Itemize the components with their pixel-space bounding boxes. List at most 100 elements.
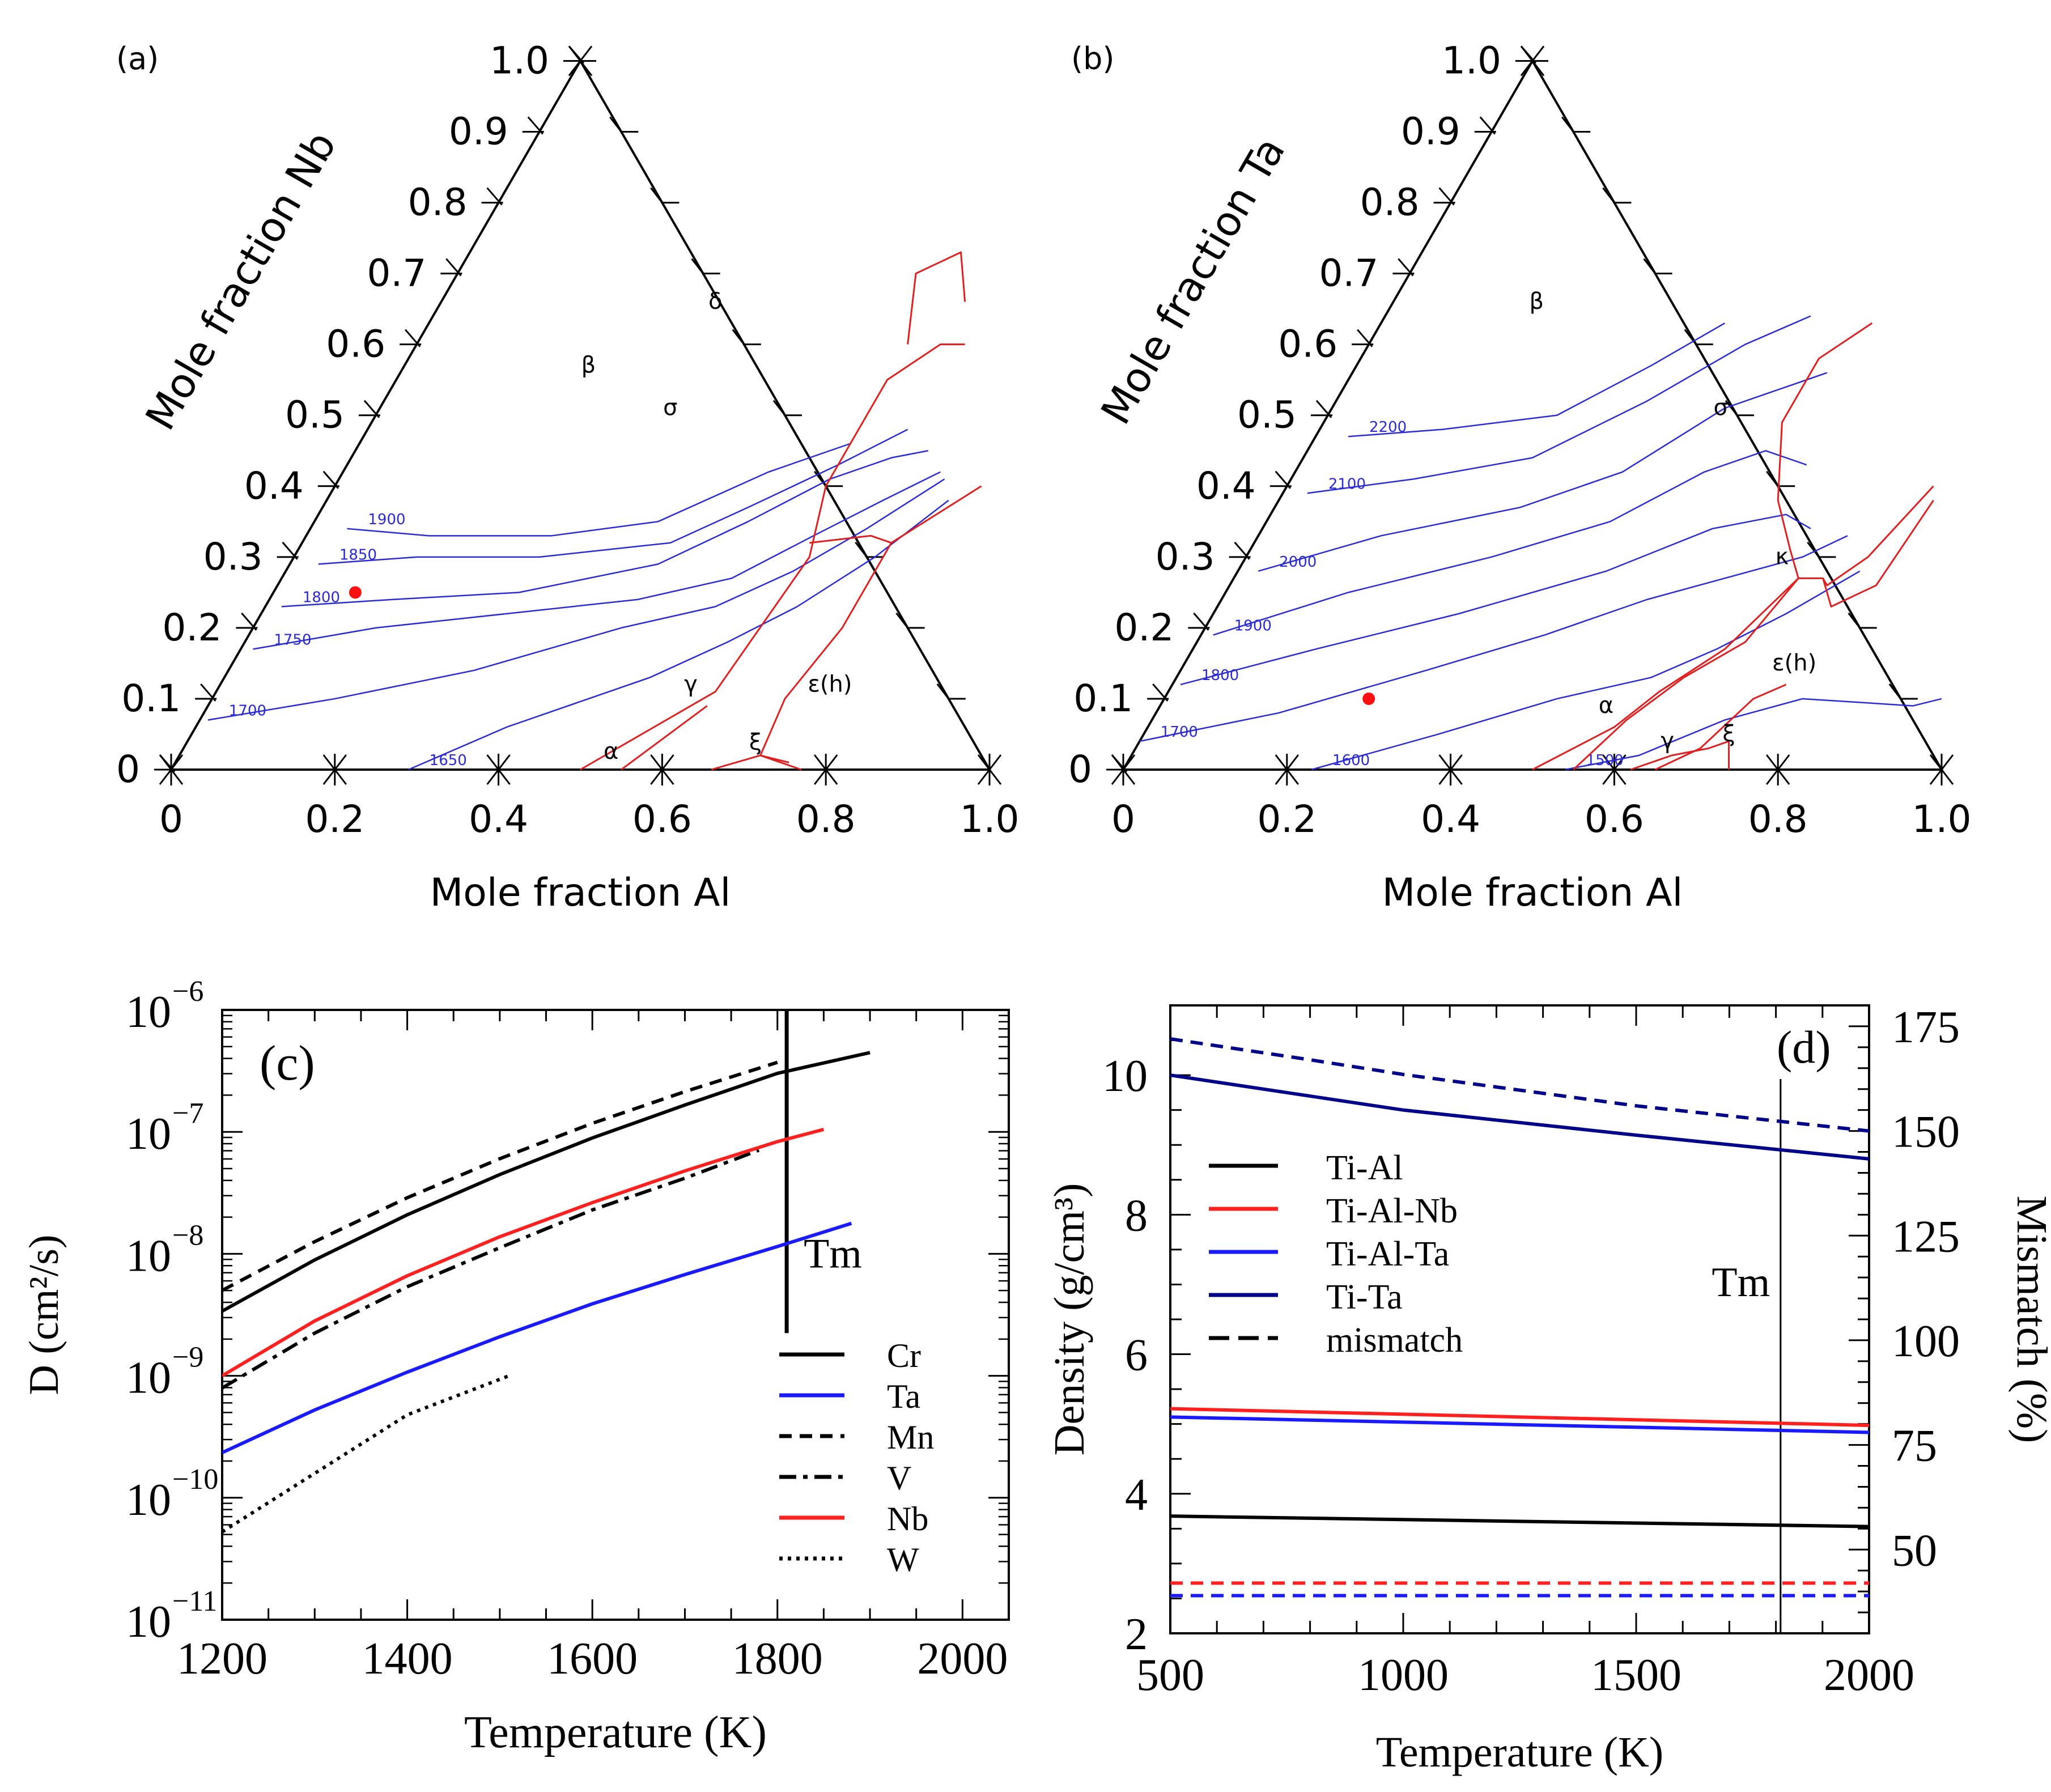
y-tick-label: 0.1 bbox=[1073, 677, 1133, 720]
isotherm-label: 1650 bbox=[430, 752, 467, 769]
y-tick bbox=[1357, 329, 1373, 347]
y-tick-label: 1.0 bbox=[1442, 39, 1501, 82]
right-tick bbox=[1848, 612, 1861, 629]
x-tick-label: 1200 bbox=[177, 1634, 267, 1684]
y-tick-label: 0.8 bbox=[1360, 181, 1420, 224]
series-line-Ti-Al-Ta bbox=[1170, 1415, 1870, 1434]
y-tick-label-exp: −10 bbox=[172, 1463, 218, 1496]
y-tick bbox=[405, 329, 421, 347]
x-axis-label: Temperature (K) bbox=[1376, 1729, 1663, 1776]
y-tick bbox=[363, 400, 380, 418]
legend-label: Ti-Al-Nb bbox=[1326, 1192, 1458, 1230]
series-line-Nb bbox=[222, 1127, 825, 1378]
y-tick-label: 0.7 bbox=[367, 252, 426, 295]
top-tick bbox=[1520, 45, 1545, 77]
series-line-Cr bbox=[222, 1051, 870, 1313]
panel-label: (a) bbox=[116, 41, 159, 77]
y-tick bbox=[1152, 683, 1169, 702]
right-tick bbox=[855, 541, 868, 558]
y-tick-label-base: 10 bbox=[126, 1475, 171, 1525]
x-tick-label: 0.4 bbox=[1421, 797, 1480, 841]
panel-label: (b) bbox=[1071, 41, 1114, 77]
right-tick bbox=[609, 116, 622, 133]
y-tick-label-exp: −7 bbox=[172, 1097, 203, 1129]
phase-boundary bbox=[809, 485, 982, 544]
y-tick-label: 0.8 bbox=[408, 181, 468, 224]
phase-boundary bbox=[621, 705, 708, 771]
phase-label: β bbox=[1529, 288, 1544, 315]
legend-label: Ta bbox=[887, 1378, 920, 1415]
isotherm-1850 bbox=[318, 428, 908, 565]
x-tick-label: 0 bbox=[159, 797, 183, 841]
phase-boundary bbox=[1573, 577, 1799, 771]
y-tick-label: 8 bbox=[1125, 1191, 1148, 1241]
phase-boundary bbox=[760, 754, 789, 763]
y-tick-label: 0.4 bbox=[244, 464, 304, 508]
x-tick-label: 1800 bbox=[732, 1634, 823, 1684]
y-tick-label: 0.5 bbox=[285, 393, 345, 437]
x-tick-label: 0.8 bbox=[796, 797, 856, 841]
legend-label: Ti-Al-Ta bbox=[1326, 1235, 1449, 1273]
isotherm-label: 1500 bbox=[1586, 752, 1624, 769]
right-tick bbox=[1725, 400, 1738, 416]
isotherm-label: 1700 bbox=[229, 702, 266, 719]
x-tick bbox=[1438, 754, 1463, 785]
phase-boundary bbox=[580, 343, 965, 771]
y-tick-label: 0.4 bbox=[1196, 464, 1256, 508]
y-tick-label-base: 10 bbox=[126, 1597, 171, 1647]
y-tick-label: 0.3 bbox=[1156, 535, 1215, 579]
y-tick-label: 0 bbox=[116, 748, 140, 791]
x-tick-label: 2000 bbox=[917, 1634, 1008, 1684]
composition-marker bbox=[1362, 692, 1375, 705]
x-tick-label: 0.2 bbox=[305, 797, 364, 841]
isotherm-label: 1800 bbox=[303, 589, 340, 606]
x-tick bbox=[977, 754, 1002, 785]
x-tick-label: 0.4 bbox=[469, 797, 528, 841]
top-tick bbox=[568, 45, 593, 77]
isotherm-2000 bbox=[1258, 372, 1828, 572]
y-tick bbox=[322, 470, 339, 489]
right-tick bbox=[650, 187, 663, 203]
y-tick-label: 0.6 bbox=[326, 322, 385, 366]
right-tick bbox=[895, 612, 908, 629]
phase-boundary bbox=[1630, 740, 1730, 771]
phase-boundary bbox=[1798, 485, 1934, 587]
x-tick-label: 1000 bbox=[1358, 1650, 1449, 1700]
isotherm-1800 bbox=[1180, 513, 1811, 686]
plot-frame bbox=[221, 1009, 1010, 1621]
isotherm-1500 bbox=[1565, 698, 1942, 771]
x-tick bbox=[814, 754, 838, 785]
y-tick-label: 1.0 bbox=[490, 39, 549, 82]
y2-tick-label: 100 bbox=[1892, 1317, 1960, 1366]
y-tick bbox=[445, 258, 462, 277]
x-tick-label: 1500 bbox=[1591, 1650, 1681, 1700]
legend-label: Ti-Al bbox=[1326, 1149, 1403, 1187]
y-tick bbox=[1479, 116, 1496, 135]
y-tick bbox=[1398, 258, 1414, 277]
legend-label: mismatch bbox=[1326, 1321, 1463, 1360]
x-tick-label: 1.0 bbox=[960, 797, 1020, 841]
plot-frame bbox=[1169, 1004, 1870, 1634]
y-tick-label: 6 bbox=[1125, 1331, 1148, 1381]
series-line-W bbox=[222, 1374, 510, 1534]
y-tick-label: 0.5 bbox=[1237, 393, 1297, 437]
isotherm-2200 bbox=[1348, 322, 1725, 438]
phase-boundary bbox=[1822, 499, 1934, 608]
phase-label: ε(h) bbox=[808, 671, 852, 697]
series-line-Mn bbox=[222, 1060, 778, 1292]
isotherm-label: 1900 bbox=[1234, 617, 1272, 634]
y-tick-label: 0.6 bbox=[1278, 322, 1337, 366]
y2-tick-label: 150 bbox=[1892, 1107, 1960, 1157]
x-tick-label: 1400 bbox=[362, 1634, 453, 1684]
y-axis-label: D (cm²/s) bbox=[21, 1234, 67, 1395]
y2-tick-label: 75 bbox=[1892, 1421, 1937, 1471]
y-tick-label-base: 10 bbox=[126, 1109, 171, 1159]
y-tick-label: 0.1 bbox=[121, 677, 181, 720]
series-line-Ti-Al-Nb bbox=[1170, 1407, 1870, 1428]
phase-label: δ bbox=[708, 288, 722, 315]
y-tick-label: 0.7 bbox=[1319, 252, 1378, 295]
y-tick bbox=[200, 683, 216, 702]
x-tick-label: 0.6 bbox=[1585, 797, 1644, 841]
legend-label: Cr bbox=[887, 1337, 921, 1374]
